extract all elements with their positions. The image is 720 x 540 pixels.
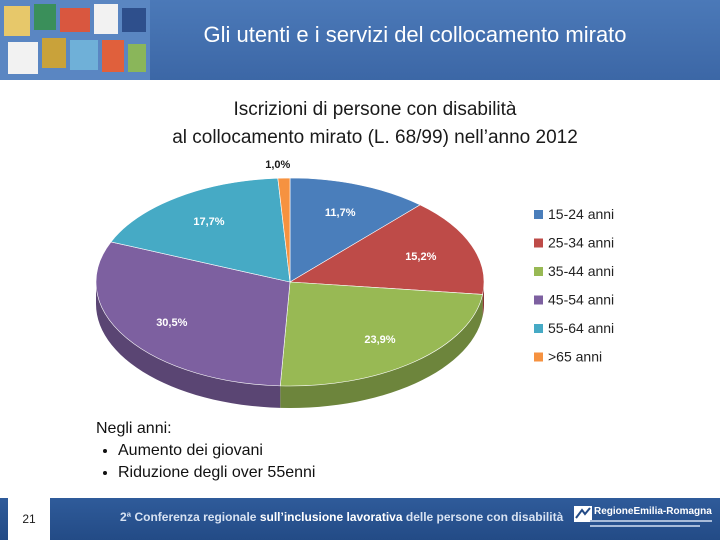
page-number: 21 [8, 498, 50, 540]
regione-logo-subline-2 [590, 525, 700, 527]
notes-heading: Negli anni: [96, 418, 315, 440]
conference-title-part-3: delle persone con disabilità [403, 510, 564, 524]
notes-box: Negli anni: Aumento dei giovani Riduzion… [96, 418, 315, 484]
notes-bullet-2: Riduzione degli over 55enni [118, 462, 315, 484]
data-label-4: 30,5% [156, 317, 187, 329]
conference-title-part-1: 2ª Conferenza regionale [120, 510, 260, 524]
data-label-5: 17,7% [193, 216, 224, 228]
notes-list: Aumento dei giovani Riduzione degli over… [96, 440, 315, 484]
data-label-1: 11,7% [325, 207, 356, 219]
legend-label-2: 25-34 anni [548, 235, 614, 251]
legend-swatch-5 [534, 324, 543, 333]
regione-logo-name: RegioneEmilia-Romagna [594, 506, 712, 517]
legend-label-4: 45-54 anni [548, 292, 614, 308]
legend-swatch-2 [534, 239, 543, 248]
legend-swatch-3 [534, 267, 543, 276]
legend-swatch-4 [534, 296, 543, 305]
data-label-6: 1,0% [265, 159, 290, 171]
conference-title-part-2: sull’inclusione lavorativa [260, 510, 403, 524]
legend-label-1: 15-24 anni [548, 206, 614, 222]
conference-title: 2ª Conferenza regionale sull’inclusione … [120, 510, 563, 524]
regione-logo: RegioneEmilia-Romagna [572, 504, 716, 536]
legend-label-5: 55-64 anni [548, 320, 614, 336]
data-label-3: 23,9% [364, 334, 395, 346]
notes-bullet-1: Aumento dei giovani [118, 440, 315, 462]
legend-swatch-6 [534, 353, 543, 362]
legend-swatch-1 [534, 210, 543, 219]
regione-logo-subline-1 [590, 520, 712, 522]
legend-label-3: 35-44 anni [548, 263, 614, 279]
legend-label-6: >65 anni [548, 349, 602, 365]
data-label-2: 15,2% [405, 251, 436, 263]
footer-bar: 21 2ª Conferenza regionale sull’inclusio… [0, 498, 720, 540]
